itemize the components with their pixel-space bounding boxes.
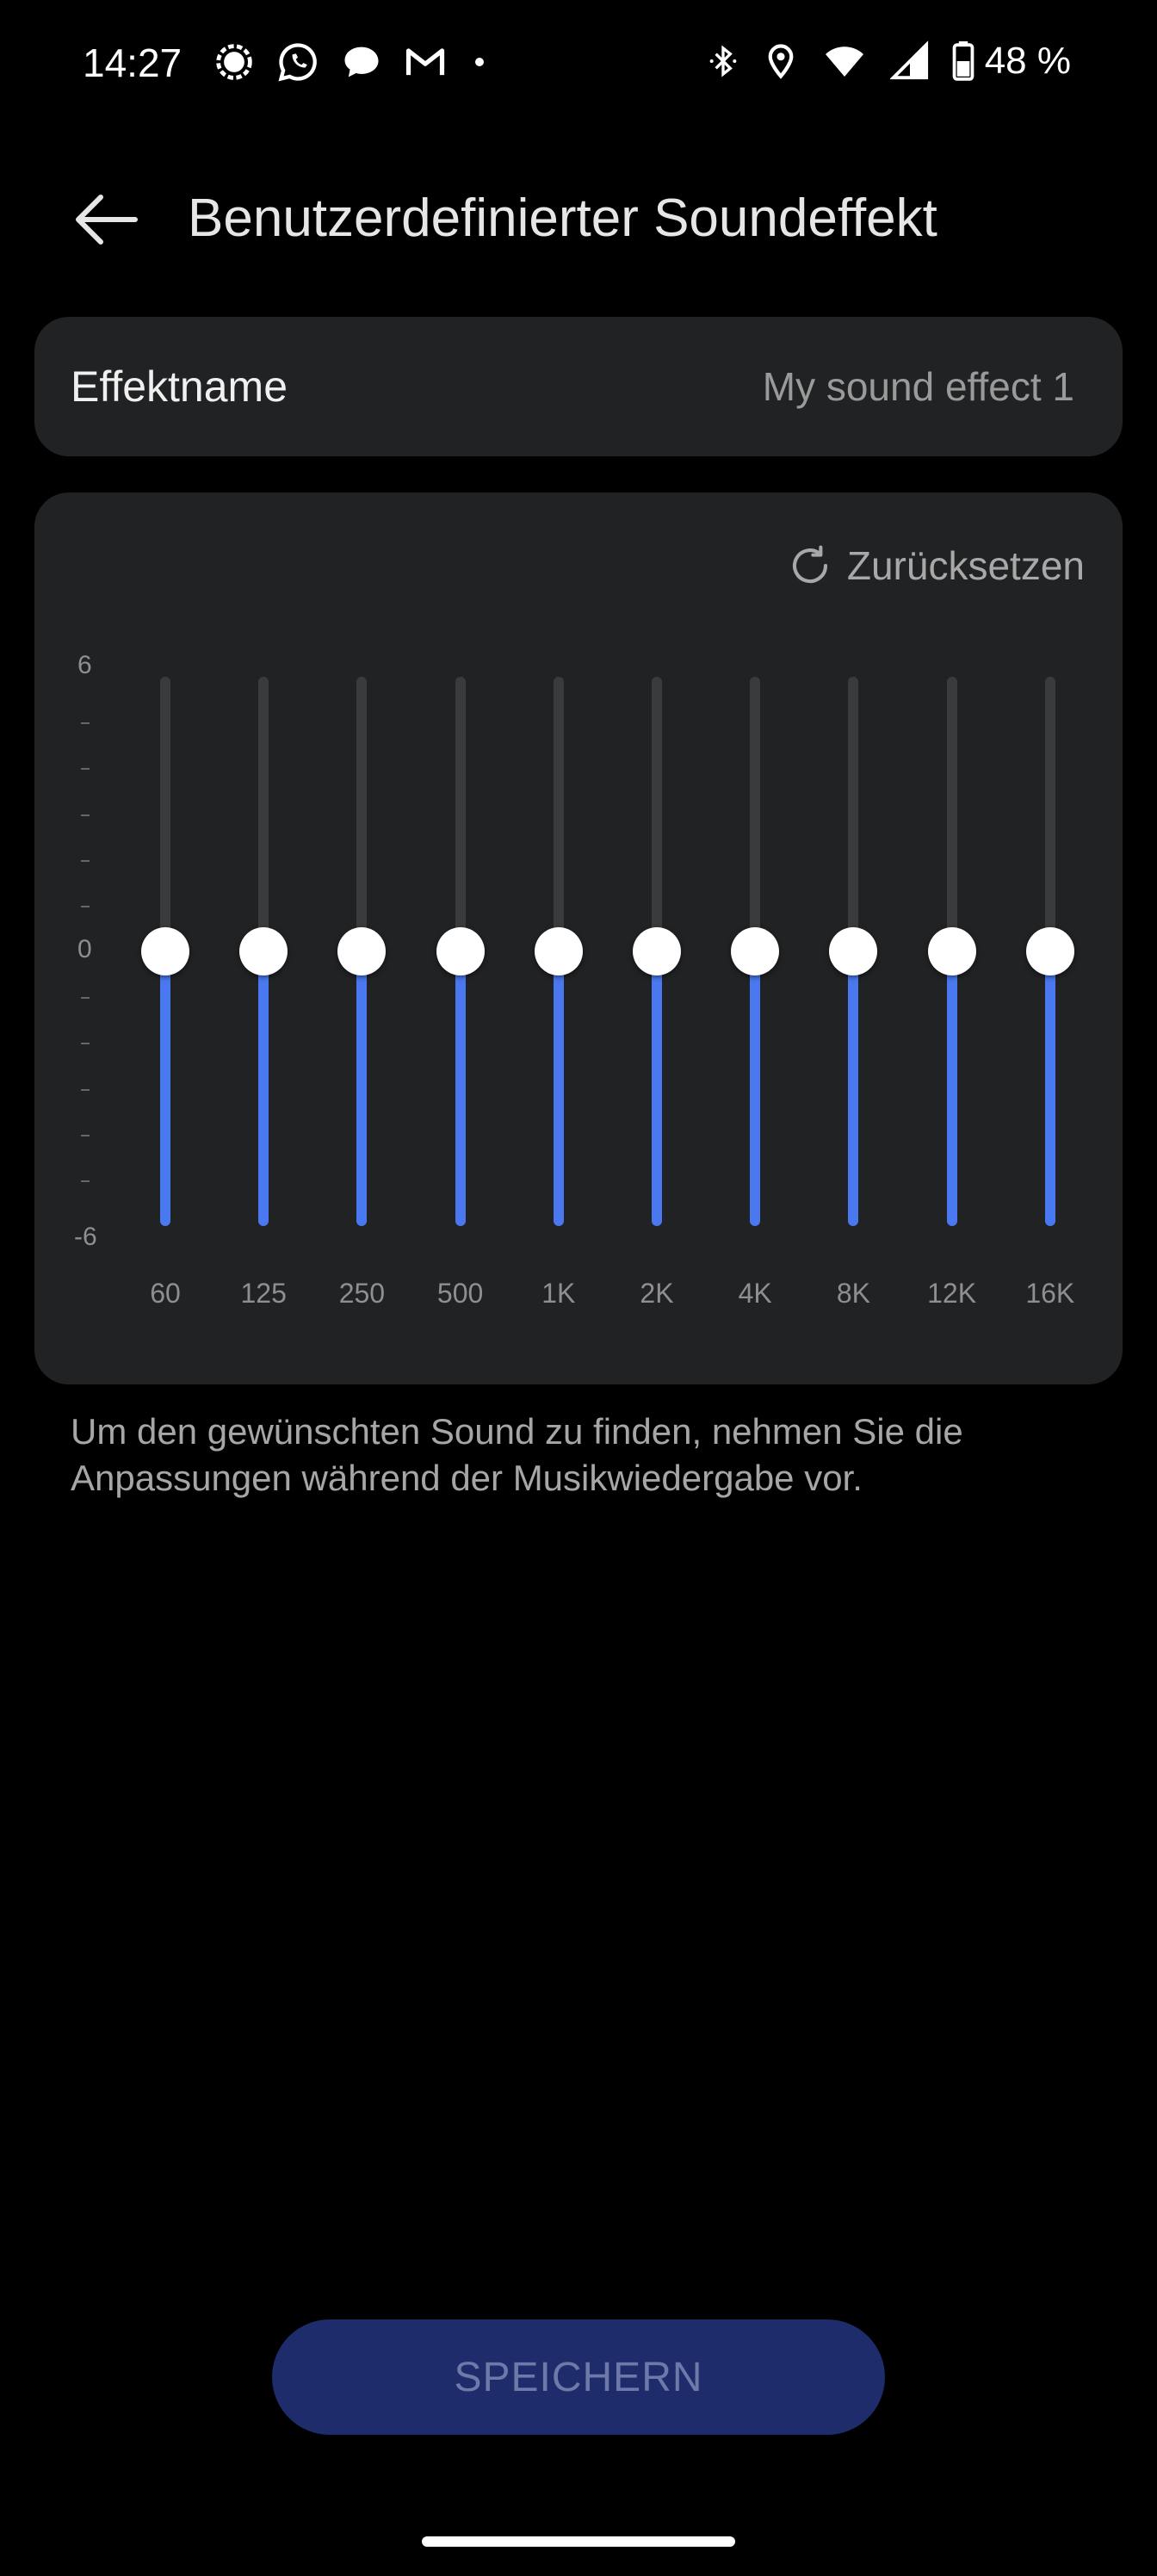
chat-icon bbox=[344, 46, 379, 77]
eq-level-fill bbox=[258, 951, 269, 1226]
eq-frequency-label: 16K bbox=[1025, 1278, 1075, 1309]
y-axis-min-label: -6 bbox=[74, 1223, 97, 1251]
y-axis-tick bbox=[81, 997, 90, 1000]
reset-label: Zurücksetzen bbox=[846, 543, 1085, 588]
y-axis-tick bbox=[81, 722, 90, 725]
y-axis-zero-label: 0 bbox=[77, 935, 92, 963]
y-axis-tick bbox=[81, 859, 90, 862]
eq-level-fill bbox=[946, 951, 957, 1226]
whatsapp-icon bbox=[278, 43, 317, 82]
eq-level-fill bbox=[455, 951, 466, 1226]
eq-level-fill bbox=[848, 951, 859, 1226]
app-header: Benutzerdefinierter Soundeffekt bbox=[0, 164, 1157, 267]
effect-name-value: My sound effect 1 bbox=[762, 364, 1074, 409]
gmail-icon bbox=[405, 48, 445, 76]
y-axis-tick bbox=[81, 1088, 90, 1091]
system-icons: 48 % bbox=[706, 40, 1071, 83]
eq-slider-knob[interactable] bbox=[1025, 927, 1074, 975]
eq-level-fill bbox=[750, 951, 761, 1226]
eq-frequency-label: 8K bbox=[836, 1278, 870, 1309]
eq-level-fill bbox=[160, 951, 170, 1226]
status-bar: 14:27 48 % bbox=[0, 0, 1157, 129]
eq-frequency-label: 500 bbox=[436, 1278, 484, 1309]
eq-frequency-label: 12K bbox=[927, 1278, 977, 1309]
equalizer-card: Zurücksetzen 6 0 -6 60 125 250 500 1K 2K 4K 8K 1… bbox=[34, 492, 1123, 1384]
eq-level-fill bbox=[356, 951, 368, 1226]
back-button[interactable] bbox=[67, 181, 145, 258]
home-indicator[interactable] bbox=[422, 2536, 735, 2547]
eq-frequency-label: 250 bbox=[338, 1278, 386, 1309]
eq-level-fill bbox=[1044, 951, 1055, 1226]
location-icon bbox=[768, 44, 794, 79]
refresh-icon bbox=[792, 545, 827, 584]
eq-slider-knob[interactable] bbox=[436, 927, 485, 975]
effect-name-row[interactable]: Effektname My sound effect 1 bbox=[34, 317, 1123, 456]
eq-frequency-label: 60 bbox=[150, 1278, 181, 1309]
eq-slider-knob[interactable] bbox=[829, 927, 878, 975]
eq-frequency-label: 1K bbox=[541, 1278, 576, 1309]
battery-icon bbox=[952, 41, 974, 81]
arrow-left-icon bbox=[76, 195, 138, 245]
eq-level-fill bbox=[553, 951, 564, 1226]
y-axis-tick bbox=[81, 1134, 90, 1136]
status-time: 14:27 bbox=[83, 40, 183, 85]
eq-slider-knob[interactable] bbox=[534, 927, 583, 975]
signal-icon bbox=[216, 44, 252, 80]
eq-frequency-label: 125 bbox=[240, 1278, 287, 1309]
cell-signal-icon bbox=[889, 40, 928, 80]
eq-slider-knob[interactable] bbox=[141, 927, 189, 975]
eq-slider-knob[interactable] bbox=[731, 927, 780, 975]
y-axis-tick bbox=[81, 768, 90, 771]
page-title: Benutzerdefinierter Soundeffekt bbox=[188, 189, 937, 248]
battery-percent: 48 % bbox=[984, 40, 1071, 82]
eq-slider-knob[interactable] bbox=[239, 927, 288, 975]
y-axis-tick bbox=[81, 1043, 90, 1045]
y-axis-max-label: 6 bbox=[77, 651, 92, 679]
reset-button[interactable]: Zurücksetzen bbox=[787, 542, 1085, 589]
y-axis-tick bbox=[81, 814, 90, 816]
y-axis-tick bbox=[81, 1180, 90, 1182]
effect-name-label: Effektname bbox=[71, 362, 288, 411]
y-axis-tick bbox=[81, 905, 90, 907]
bluetooth-icon bbox=[709, 45, 737, 77]
wifi-icon bbox=[825, 46, 863, 77]
notification-icons bbox=[212, 40, 492, 84]
dot-icon bbox=[475, 58, 484, 66]
eq-frequency-label: 4K bbox=[738, 1278, 772, 1309]
eq-level-fill bbox=[652, 951, 662, 1226]
save-button[interactable]: SPEICHERN bbox=[272, 2319, 885, 2435]
eq-slider-knob[interactable] bbox=[927, 927, 976, 975]
eq-slider-knob[interactable] bbox=[633, 927, 681, 975]
eq-slider-knob[interactable] bbox=[337, 927, 387, 975]
eq-frequency-label: 2K bbox=[640, 1278, 674, 1309]
hint-text: Um den gewünschten Sound zu finden, nehm… bbox=[71, 1411, 963, 1498]
